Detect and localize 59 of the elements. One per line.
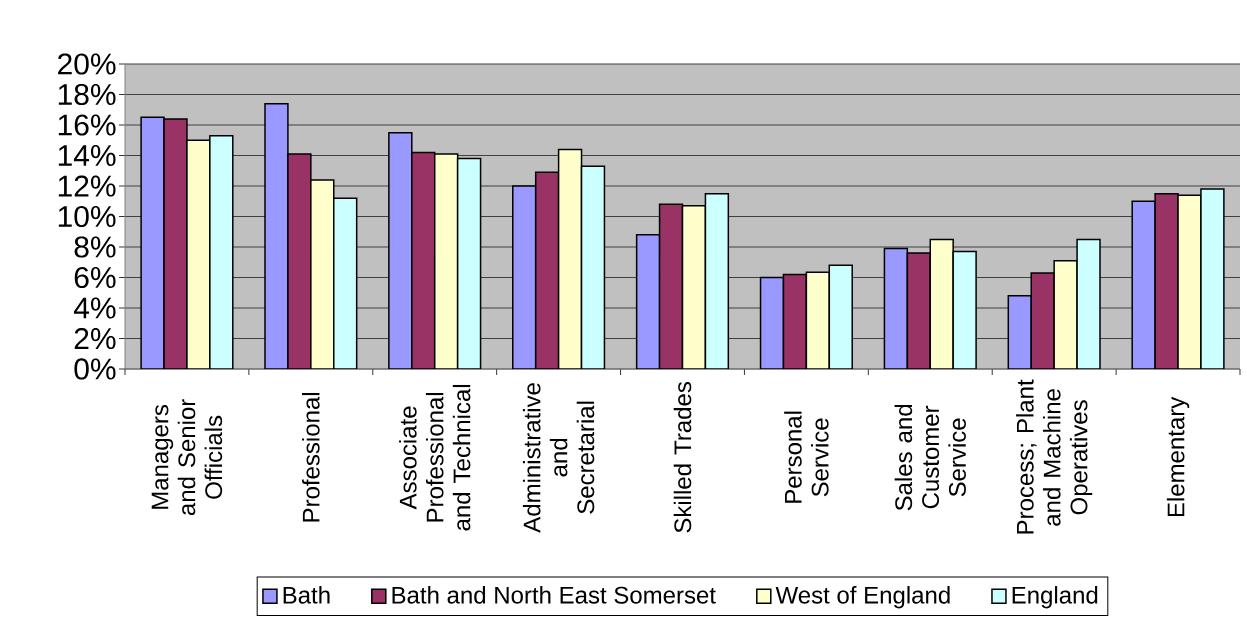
bar: [534, 171, 560, 369]
x-tick-label: Process; Plant and Machine Operatives: [1016, 379, 1093, 534]
bar: [580, 165, 606, 369]
y-tick-label: 18%: [58, 83, 116, 106]
bar: [1030, 272, 1055, 369]
bar: [952, 250, 977, 369]
x-tick-label: Personal Service: [784, 411, 829, 503]
bar: [1154, 192, 1179, 369]
legend-label: Bath: [283, 586, 330, 604]
bar: [433, 153, 459, 369]
x-tick-label: Elementary: [1166, 396, 1190, 517]
legend-label: Bath and North East Somerset: [392, 586, 716, 604]
bar: [287, 153, 312, 369]
y-tick-label: 2%: [74, 327, 116, 350]
bar: [209, 134, 234, 369]
y-tick-label: 8%: [74, 236, 116, 258]
bar: [1200, 188, 1225, 369]
bar: [1053, 259, 1078, 369]
bar: [512, 185, 537, 369]
bar: [310, 179, 335, 369]
bar: [1131, 200, 1156, 369]
bar: [264, 102, 289, 369]
bar: [681, 205, 707, 369]
bar: [828, 264, 853, 369]
bar: [929, 238, 954, 369]
bar: [759, 276, 785, 369]
y-tick-label: 12%: [58, 175, 116, 197]
y-tick-label: 6%: [74, 266, 116, 289]
bar: [1076, 238, 1101, 369]
bar: [163, 118, 188, 369]
y-tick-label: 14%: [58, 145, 116, 167]
x-tick-label: Associate Professional and Technical: [399, 384, 471, 531]
legend-label: West of England: [775, 586, 950, 609]
y-tick-label: 0%: [74, 358, 116, 380]
bar: [906, 252, 932, 369]
y-tick-label: 20%: [58, 53, 116, 75]
y-tick-label: 16%: [58, 114, 116, 136]
bar: [456, 157, 482, 369]
y-tick-label: 4%: [73, 297, 116, 319]
bar: [411, 151, 436, 369]
x-tick-label: Administrative and Secretarial: [522, 383, 595, 533]
bar: [805, 271, 831, 369]
bar: [883, 247, 909, 369]
legend-label: England: [1012, 586, 1098, 609]
x-tick-label: Professional: [302, 392, 320, 522]
x-tick-label: Sales and Customer Service: [894, 404, 966, 511]
bar: [140, 116, 165, 369]
bar: [1177, 194, 1202, 369]
x-tick-label: Managers and Senior Officials: [151, 399, 223, 516]
x-tick-label: Skilled Trades: [673, 382, 692, 533]
bar: [388, 131, 413, 369]
y-tick-label: 10%: [58, 205, 116, 228]
bar: [186, 139, 211, 369]
bar: [704, 192, 730, 369]
bar: [782, 273, 808, 369]
bar: [333, 197, 358, 369]
bar: [658, 203, 684, 369]
bar: [557, 148, 583, 369]
bar: [635, 234, 661, 369]
